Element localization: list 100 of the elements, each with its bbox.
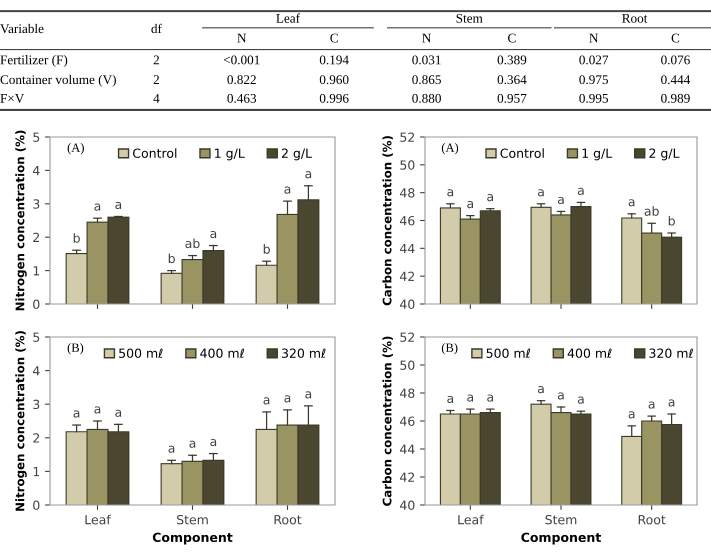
text: 0.865 <box>412 75 441 84</box>
data-label: b <box>264 244 270 254</box>
y-tick-label: 46 <box>400 216 414 226</box>
x-axis-title: Component <box>521 532 601 544</box>
data-label: a <box>210 438 216 446</box>
text: 0.194 <box>320 55 349 64</box>
text: Leaf <box>276 13 300 23</box>
text: 0.389 <box>498 55 526 64</box>
data-label: a <box>558 392 564 400</box>
x-tick-label: Stem <box>545 514 576 524</box>
y-tick-label: 50 <box>400 160 414 170</box>
data-label: a <box>94 406 100 414</box>
x-axis-title: Component <box>152 532 232 544</box>
category-label: Fertilizer (F) <box>0 55 68 68</box>
y-axis-title: Carbon concentration (%) <box>382 136 393 306</box>
y-tick-label: 40 <box>400 299 414 309</box>
data-label: a <box>115 202 122 210</box>
category-label: C <box>508 34 516 43</box>
data-label: ab <box>644 206 659 216</box>
y-tick-label: 48 <box>400 388 414 398</box>
data-label: a <box>648 401 654 409</box>
text: Root <box>622 14 648 23</box>
data-label: a <box>487 394 493 402</box>
legend-label: 320 mℓ <box>282 348 326 358</box>
data-label: a <box>538 386 544 394</box>
text: 0.995 <box>579 94 608 103</box>
y-tick-label: 40 <box>400 500 414 510</box>
category-label: df <box>151 24 162 34</box>
category-label: Container volume (V) <box>0 74 116 87</box>
category-label: N <box>422 34 432 42</box>
data-label: a <box>628 199 634 206</box>
y-tick-label: 3 <box>33 199 40 209</box>
legend-label: 320 mℓ <box>649 348 693 358</box>
text: <0.001 <box>224 55 260 64</box>
text: 0.076 <box>661 55 690 64</box>
data-label: b <box>168 253 175 264</box>
y-axis-title: Nitrogen concentration (%) <box>15 130 27 310</box>
y-tick-label: 52 <box>400 132 414 142</box>
data-label: a <box>264 397 270 404</box>
category-label: F×V <box>0 94 24 103</box>
data-label: a <box>487 194 493 202</box>
data-label: b <box>668 216 675 226</box>
y-tick-label: 52 <box>400 332 414 342</box>
text: 0.463 <box>227 94 256 103</box>
x-tick-label: Root <box>274 515 302 524</box>
y-tick-label: 3 <box>33 400 40 410</box>
legend-label: Control <box>133 148 176 158</box>
data-label: a <box>447 396 454 404</box>
data-label: a <box>74 410 80 418</box>
data-label: a <box>578 396 584 404</box>
annotation: (B) <box>442 343 458 354</box>
data-label: a <box>558 196 564 204</box>
text: 2 <box>154 55 159 64</box>
x-tick-label: Leaf <box>85 514 111 524</box>
data-label: a <box>467 394 474 402</box>
data-label: a <box>115 410 122 417</box>
legend-label: Control <box>500 148 544 158</box>
text: 2 <box>154 75 159 84</box>
y-tick-label: 2 <box>33 232 40 242</box>
y-tick-label: 5 <box>33 132 40 142</box>
legend-label: 400 mℓ <box>568 348 612 358</box>
legend-label: 2 g/L <box>649 148 680 160</box>
data-label: a <box>189 440 196 448</box>
legend-label: 500 mℓ <box>486 348 530 358</box>
y-tick-label: 42 <box>400 272 414 281</box>
text: 0.960 <box>320 75 349 84</box>
legend-label: 2 g/L <box>282 148 312 160</box>
y-tick-label: 0 <box>33 299 40 309</box>
y-tick-label: 2 <box>33 433 40 443</box>
x-tick-label: Leaf <box>458 514 484 524</box>
y-tick-label: 44 <box>400 444 415 454</box>
annotation: (A) <box>442 143 458 154</box>
y-tick-label: 4 <box>32 166 40 176</box>
text: 0.975 <box>579 75 608 84</box>
text: 0.444 <box>661 75 690 84</box>
data-label: a <box>284 395 290 402</box>
y-axis-title: Carbon concentration (%) <box>382 336 393 506</box>
text: 0.957 <box>498 94 526 103</box>
text: 0.880 <box>412 94 441 103</box>
category-label: N <box>237 34 246 42</box>
data-label: a <box>628 411 634 418</box>
y-axis-title: Nitrogen concentration (%) <box>15 331 27 511</box>
data-label: a <box>305 171 312 178</box>
data-label: a <box>94 204 100 211</box>
legend-label: 400 mℓ <box>200 348 244 358</box>
text: Stem <box>456 14 483 23</box>
text: 4 <box>153 94 160 103</box>
data-label: b <box>74 233 80 243</box>
y-tick-label: 1 <box>34 467 40 476</box>
y-tick-label: 1 <box>34 266 40 276</box>
data-label: a <box>284 186 290 194</box>
text: 0.989 <box>661 94 690 103</box>
y-tick-label: 44 <box>400 244 415 254</box>
y-tick-label: 42 <box>400 472 414 482</box>
text: 0.996 <box>320 94 349 103</box>
x-tick-label: Stem <box>176 514 208 524</box>
data-label: a <box>305 391 312 398</box>
y-tick-label: 5 <box>33 332 40 342</box>
legend-label: 500 mℓ <box>119 348 163 358</box>
annotation: (A) <box>68 143 84 154</box>
